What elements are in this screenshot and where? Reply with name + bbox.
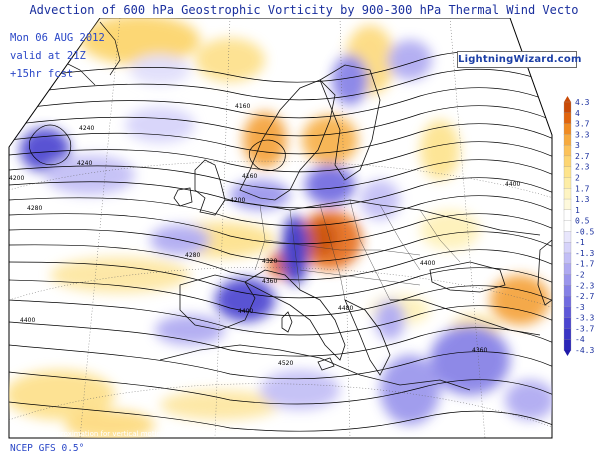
scale-tick-label: 1.7: [575, 184, 590, 193]
model-label: NCEP GFS 0.5°: [10, 443, 85, 454]
height-label: 4400: [505, 181, 520, 188]
height-labels: 4240 4240 4200 4280 4160 4160 4200 4280 …: [9, 103, 520, 367]
height-label: 4360: [472, 347, 487, 354]
scale-swatches: [563, 96, 572, 356]
scale-swatch: [563, 285, 572, 297]
scale-tick-label: 2.3: [575, 163, 590, 172]
scale-swatch: [563, 155, 572, 168]
height-label: 4400: [420, 260, 435, 267]
scale-swatch: [563, 144, 572, 157]
height-label: 4240: [77, 160, 92, 167]
height-label: 4280: [185, 252, 200, 259]
scale-tick-label: -1.3: [575, 249, 594, 258]
height-label: 4200: [9, 175, 24, 182]
scale-swatch: [563, 112, 572, 125]
scale-tick-label: -3.7: [575, 324, 594, 333]
height-label: 4240: [79, 125, 94, 132]
scale-swatch: [563, 263, 572, 276]
scale-tick-label: -4: [575, 335, 585, 344]
scale-tick-label: 3.3: [575, 130, 590, 139]
height-label: 4480: [338, 305, 353, 312]
height-label: 4400: [238, 308, 253, 315]
color-scale: 4.3 4 3.73.3 3 2.7 2.32 1.7 1.3 1 0.5-0.5 -1 -1.3 -1…: [563, 96, 594, 356]
scale-tick-label: 2: [575, 173, 580, 182]
scale-tick-label: -3: [575, 303, 585, 312]
scale-swatch: [563, 134, 572, 146]
scale-tick-label: -2: [575, 271, 585, 280]
scale-swatch: [563, 209, 572, 222]
scale-tick-label: -3.3: [575, 314, 594, 323]
scale-tick-label: -0.5: [575, 227, 594, 236]
height-label: 4320: [262, 258, 277, 265]
scale-swatch: [563, 166, 572, 179]
scale-tick-label: 0.5: [575, 217, 590, 226]
scale-tick-label: -1: [575, 238, 585, 247]
scale-swatch: [563, 295, 572, 308]
method-note: Trenberth approximation for vertical mot…: [12, 430, 275, 438]
site-logo: LightningWizard.com: [457, 51, 581, 68]
height-contours: [9, 50, 552, 432]
scale-arrow-bottom: [564, 350, 571, 356]
scale-swatch: [563, 198, 572, 211]
scale-swatch: [563, 188, 572, 200]
height-label: 4160: [235, 103, 250, 110]
country-borders: [254, 199, 461, 301]
scale-swatch: [563, 101, 572, 114]
valid-time: valid at 21Z: [10, 50, 86, 62]
scale-tick-label: 3.7: [575, 120, 590, 129]
run-date: Mon 06 AUG 2012: [10, 32, 105, 44]
scale-tick-label: 1.3: [575, 195, 590, 204]
graticule: [9, 18, 552, 438]
height-label: 4360: [262, 278, 277, 285]
scale-swatch: [563, 177, 572, 189]
scale-swatch: [563, 306, 572, 319]
scale-arrow-top: [564, 96, 571, 102]
scale-ticks: 4.3 4 3.73.3 3 2.7 2.32 1.7 1.3 1 0.5-0.5 -1 -1.3 -1…: [575, 98, 594, 355]
chart-title: Advection of 600 hPa Geostrophic Vortici…: [29, 3, 579, 17]
height-label: 4200: [230, 197, 245, 204]
height-label: 4160: [242, 173, 257, 180]
scale-swatch: [563, 317, 572, 330]
scale-swatch: [563, 274, 572, 286]
scale-tick-label: 4.3: [575, 98, 590, 107]
scale-swatch: [563, 231, 572, 243]
scale-swatch: [563, 242, 572, 254]
forecast-hour: +15hr fcst: [10, 68, 74, 80]
scale-swatch: [563, 339, 572, 351]
scale-tick-label: -1.7: [575, 260, 594, 269]
height-label: 4400: [20, 317, 35, 324]
height-label: 4520: [278, 360, 293, 367]
height-label: 4280: [27, 205, 42, 212]
coastlines: [159, 64, 552, 391]
scale-tick-label: -2.7: [575, 292, 594, 301]
map: 4240 4240 4200 4280 4160 4160 4200 4280 …: [8, 18, 553, 439]
scale-tick-label: -4.3: [575, 346, 594, 355]
scale-tick-label: 1: [575, 206, 580, 215]
scale-swatch: [563, 328, 572, 340]
scale-swatch: [563, 252, 572, 265]
scale-tick-label: 2.7: [575, 152, 590, 161]
scale-swatch: [563, 220, 572, 233]
scale-tick-label: 3: [575, 141, 580, 150]
scale-tick-label: -2.3: [575, 281, 594, 290]
scale-swatch: [563, 123, 572, 135]
scale-tick-label: 4: [575, 109, 580, 118]
